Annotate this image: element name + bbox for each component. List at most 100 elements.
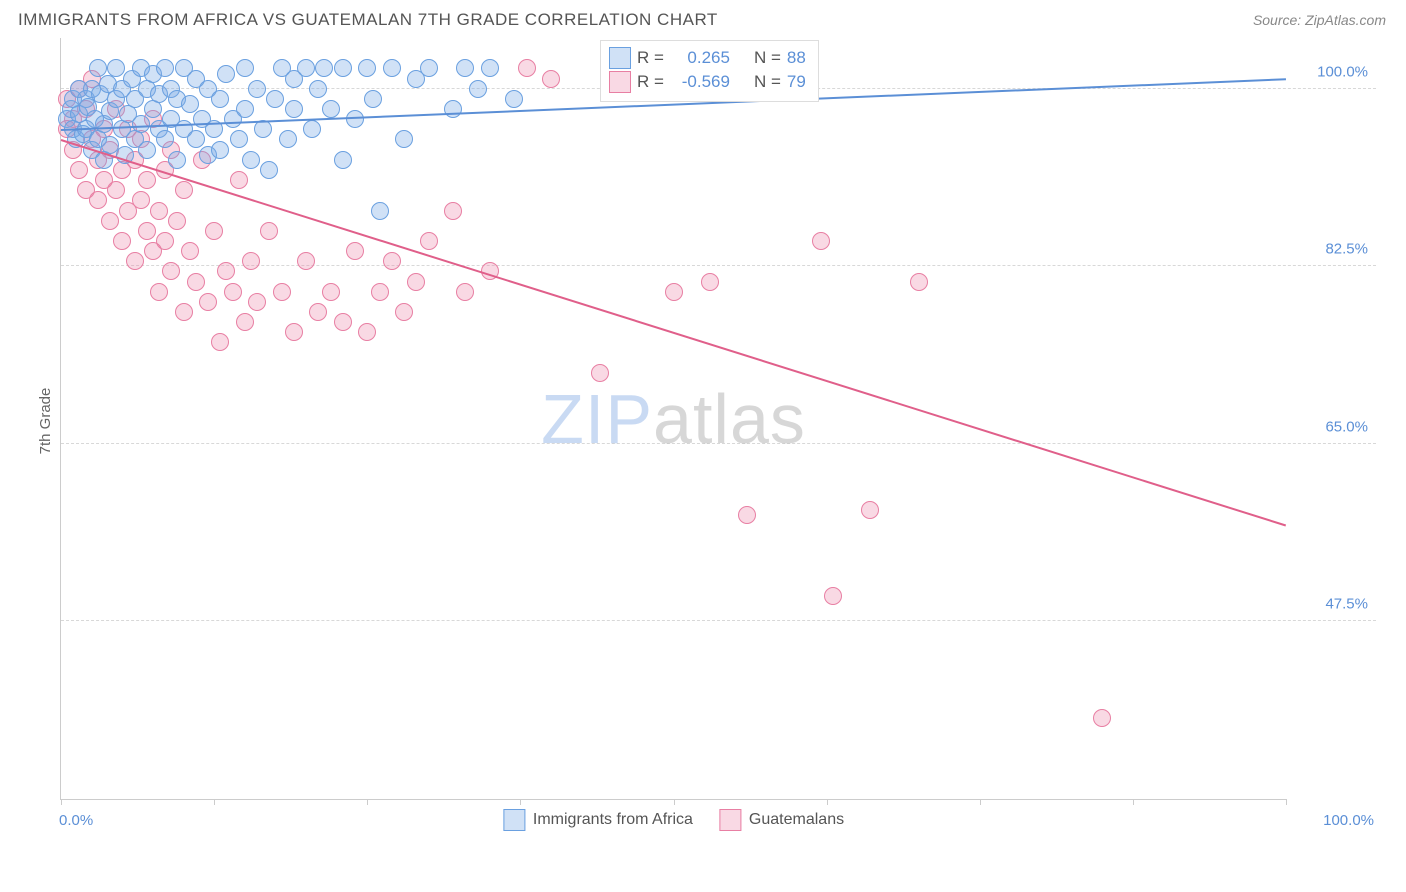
data-point	[107, 59, 125, 77]
data-point	[309, 80, 327, 98]
x-tick	[61, 799, 62, 805]
legend-swatch	[503, 809, 525, 831]
data-point	[187, 130, 205, 148]
data-point	[303, 120, 321, 138]
data-point	[371, 283, 389, 301]
data-point	[260, 161, 278, 179]
data-point	[211, 90, 229, 108]
data-point	[162, 262, 180, 280]
data-point	[248, 80, 266, 98]
data-point	[132, 115, 150, 133]
data-point	[156, 59, 174, 77]
data-point	[420, 232, 438, 250]
data-point	[812, 232, 830, 250]
data-point	[113, 232, 131, 250]
data-point	[101, 212, 119, 230]
source-label: Source: ZipAtlas.com	[1253, 12, 1386, 28]
data-point	[224, 283, 242, 301]
data-point	[665, 283, 683, 301]
data-point	[89, 191, 107, 209]
watermark: ZIPatlas	[541, 379, 806, 459]
data-point	[334, 313, 352, 331]
x-tick	[1133, 799, 1134, 805]
x-tick-label: 100.0%	[1323, 812, 1374, 829]
data-point	[138, 171, 156, 189]
data-point	[309, 303, 327, 321]
x-tick	[1286, 799, 1287, 805]
data-point	[364, 90, 382, 108]
data-point	[505, 90, 523, 108]
legend-row: R =-0.569N =79	[609, 71, 806, 93]
data-point	[444, 202, 462, 220]
data-point	[254, 120, 272, 138]
data-point	[236, 100, 254, 118]
data-point	[181, 95, 199, 113]
legend-swatch	[609, 47, 631, 69]
data-point	[358, 323, 376, 341]
data-point	[273, 283, 291, 301]
data-point	[346, 242, 364, 260]
data-point	[168, 212, 186, 230]
y-axis-label: 7th Grade	[37, 388, 54, 455]
data-point	[518, 59, 536, 77]
data-point	[591, 364, 609, 382]
data-point	[346, 110, 364, 128]
data-point	[334, 151, 352, 169]
x-tick	[214, 799, 215, 805]
data-point	[315, 59, 333, 77]
data-point	[824, 587, 842, 605]
legend-row: R =0.265N =88	[609, 47, 806, 69]
data-point	[248, 293, 266, 311]
data-point	[383, 59, 401, 77]
y-tick-label: 82.5%	[1325, 241, 1368, 258]
data-point	[383, 252, 401, 270]
data-point	[266, 90, 284, 108]
legend-label: Guatemalans	[749, 811, 844, 829]
y-tick-label: 100.0%	[1317, 63, 1368, 80]
data-point	[444, 100, 462, 118]
data-point	[70, 161, 88, 179]
data-point	[230, 130, 248, 148]
data-point	[217, 65, 235, 83]
data-point	[150, 202, 168, 220]
y-tick-label: 47.5%	[1325, 596, 1368, 613]
data-point	[199, 293, 217, 311]
gridline	[61, 620, 1376, 621]
series-legend: Immigrants from Africa Guatemalans	[503, 809, 844, 831]
x-tick	[980, 799, 981, 805]
data-point	[469, 80, 487, 98]
data-point	[395, 130, 413, 148]
data-point	[407, 273, 425, 291]
data-point	[236, 59, 254, 77]
data-point	[126, 252, 144, 270]
legend-item: Immigrants from Africa	[503, 809, 693, 831]
data-point	[187, 273, 205, 291]
data-point	[285, 100, 303, 118]
data-point	[456, 283, 474, 301]
data-point	[150, 283, 168, 301]
y-tick-label: 65.0%	[1325, 418, 1368, 435]
data-point	[279, 130, 297, 148]
data-point	[236, 313, 254, 331]
legend-swatch	[719, 809, 741, 831]
trend-line	[61, 139, 1287, 526]
data-point	[132, 191, 150, 209]
data-point	[175, 303, 193, 321]
data-point	[456, 59, 474, 77]
correlation-legend: R =0.265N =88R =-0.569N =79	[600, 40, 819, 102]
data-point	[211, 141, 229, 159]
x-tick	[367, 799, 368, 805]
data-point	[395, 303, 413, 321]
data-point	[138, 222, 156, 240]
legend-swatch	[609, 71, 631, 93]
data-point	[260, 222, 278, 240]
data-point	[211, 333, 229, 351]
chart-container: 7th Grade ZIPatlas 47.5%65.0%82.5%100.0%…	[50, 38, 1376, 804]
data-point	[285, 323, 303, 341]
chart-title: IMMIGRANTS FROM AFRICA VS GUATEMALAN 7TH…	[18, 10, 718, 30]
data-point	[334, 59, 352, 77]
gridline	[61, 443, 1376, 444]
data-point	[156, 232, 174, 250]
data-point	[230, 171, 248, 189]
data-point	[181, 242, 199, 260]
